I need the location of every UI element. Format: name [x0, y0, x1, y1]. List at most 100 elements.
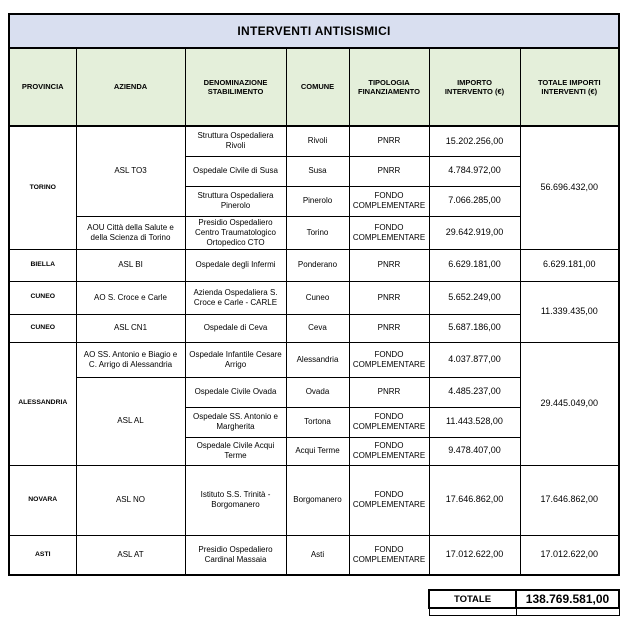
cell-totale-importi: 17.646.862,00	[519, 464, 620, 536]
empty-cell	[515, 607, 620, 616]
cell-comune: Ponderano	[285, 248, 350, 282]
totale-row: TOTALE 138.769.581,00	[428, 589, 620, 609]
cell-tipologia: PNRR	[348, 313, 430, 343]
cell-provincia: TORINO	[8, 125, 77, 250]
table-row: TORINO ASL TO3 Struttura Ospedaliera Riv…	[8, 125, 620, 250]
cell-denominazione: Ospedale degli Infermi	[184, 248, 287, 282]
cell-comune: Torino	[285, 215, 350, 250]
cell-azienda: ASL BI	[75, 248, 186, 282]
cell-comune: Rivoli	[285, 125, 350, 157]
empty-cell	[428, 607, 517, 616]
totale-label: TOTALE	[428, 589, 517, 609]
cell-importo: 9.478.407,00	[428, 436, 521, 466]
cell-denominazione: Ospedale Civile Acqui Terme	[184, 436, 287, 466]
cell-comune: Tortona	[285, 406, 350, 438]
interventi-antisismici-table: INTERVENTI ANTISISMICI PROVINCIA AZIENDA…	[8, 13, 621, 576]
cell-azienda: AOU Città della Salute e della Scienza d…	[75, 215, 186, 250]
cell-denominazione: Ospedale Infantile Cesare Arrigo	[184, 341, 287, 378]
cell-azienda: ASL AL	[75, 376, 186, 466]
cell-comune: Acqui Terme	[285, 436, 350, 466]
cell-denominazione: Istituto S.S. Trinità - Borgomanero	[184, 464, 287, 536]
cell-provincia: CUNEO	[8, 313, 77, 343]
cell-denominazione: Azienda Ospedaliera S. Croce e Carle - C…	[184, 280, 287, 315]
table-row: ALESSANDRIA AO SS. Antonio e Biagio e C.…	[8, 341, 620, 466]
cell-importo: 4.784.972,00	[428, 155, 521, 187]
table-header-row: PROVINCIA AZIENDA DENOMINAZIONE STABILIM…	[8, 47, 620, 127]
cell-tipologia: PNRR	[348, 125, 430, 157]
cell-importo: 29.642.919,00	[428, 215, 521, 250]
cell-provincia: NOVARA	[8, 464, 77, 536]
cell-totale-importi: 29.445.049,00	[519, 341, 620, 466]
cell-importo: 11.443.528,00	[428, 406, 521, 438]
cell-tipologia: PNRR	[348, 248, 430, 282]
cell-tipologia: PNRR	[348, 376, 430, 408]
cell-denominazione: Struttura Ospedaliera Rivoli	[184, 125, 287, 157]
cell-tipologia: PNRR	[348, 155, 430, 187]
cell-comune: Asti	[285, 534, 350, 576]
cell-importo: 7.066.285,00	[428, 185, 521, 217]
table-title: INTERVENTI ANTISISMICI	[8, 13, 620, 49]
cell-tipologia: FONDO COMPLEMENTARE	[348, 185, 430, 217]
cell-azienda: ASL CN1	[75, 313, 186, 343]
cell-tipologia: FONDO COMPLEMENTARE	[348, 215, 430, 250]
cell-totale-importi: 17.012.622,00	[519, 534, 620, 576]
table-row: CUNEO ASL CN1 Ospedale di Ceva Ceva PNRR…	[8, 313, 619, 343]
cell-importo: 5.652.249,00	[428, 280, 521, 315]
cell-tipologia: FONDO COMPLEMENTARE	[348, 464, 430, 536]
cell-comune: Pinerolo	[285, 185, 350, 217]
col-header-importo: IMPORTO INTERVENTO (€)	[428, 47, 521, 127]
cell-tipologia: PNRR	[348, 280, 430, 315]
cell-comune: Ceva	[285, 313, 350, 343]
cell-comune: Susa	[285, 155, 350, 187]
table-title-row: INTERVENTI ANTISISMICI	[8, 13, 620, 49]
table-row: Ospedale Civile Acqui Terme Acqui Terme …	[9, 436, 619, 466]
cell-provincia: BIELLA	[8, 248, 77, 282]
cell-importo: 5.687.186,00	[428, 313, 521, 343]
table-row: BIELLA ASL BI Ospedale degli Infermi Pon…	[8, 248, 620, 282]
cell-denominazione: Presidio Ospedaliero Centro Traumatologi…	[184, 215, 287, 250]
cell-importo: 15.202.256,00	[428, 125, 521, 157]
cell-comune: Cuneo	[285, 280, 350, 315]
col-header-tipologia: TIPOLOGIA FINANZIAMENTO	[348, 47, 430, 127]
cell-tipologia: FONDO COMPLEMENTARE	[348, 534, 430, 576]
cell-importo: 4.485.237,00	[428, 376, 521, 408]
cell-denominazione: Struttura Ospedaliera Pinerolo	[184, 185, 287, 217]
cell-comune: Alessandria	[285, 341, 350, 378]
cell-azienda: ASL AT	[75, 534, 186, 576]
table-row: CUNEO AO S. Croce e Carle Azienda Ospeda…	[8, 280, 620, 343]
table-row: Ospedale SS. Antonio e Margherita Torton…	[9, 406, 619, 438]
cell-provincia: CUNEO	[8, 280, 77, 315]
totale-value: 138.769.581,00	[515, 589, 620, 609]
table-row: Ospedale Civile di Susa Susa PNRR 4.784.…	[9, 155, 619, 187]
cell-denominazione: Ospedale Civile Ovada	[184, 376, 287, 408]
col-header-denominazione: DENOMINAZIONE STABILIMENTO	[184, 47, 287, 127]
cell-totale-importi: 11.339.435,00	[519, 280, 620, 343]
cell-azienda: AO SS. Antonio e Biagio e C. Arrigo di A…	[75, 341, 186, 378]
cell-denominazione: Ospedale di Ceva	[184, 313, 287, 343]
cell-importo: 17.012.622,00	[428, 534, 521, 576]
cell-provincia: ALESSANDRIA	[8, 341, 77, 466]
cell-tipologia: FONDO COMPLEMENTARE	[348, 341, 430, 378]
cell-totale-importi: 6.629.181,00	[519, 248, 620, 282]
cell-denominazione: Ospedale SS. Antonio e Margherita	[184, 406, 287, 438]
col-header-azienda: AZIENDA	[75, 47, 186, 127]
table-row: ASTI ASL AT Presidio Ospedaliero Cardina…	[8, 534, 620, 576]
cell-totale-importi: 56.696.432,00	[519, 125, 620, 250]
col-header-comune: COMUNE	[285, 47, 350, 127]
table-row: NOVARA ASL NO Istituto S.S. Trinità - Bo…	[8, 464, 620, 536]
cell-tipologia: FONDO COMPLEMENTARE	[348, 436, 430, 466]
col-header-provincia: PROVINCIA	[8, 47, 77, 127]
cell-denominazione: Presidio Ospedaliero Cardinal Massaia	[184, 534, 287, 576]
cell-tipologia: FONDO COMPLEMENTARE	[348, 406, 430, 438]
cell-importo: 6.629.181,00	[428, 248, 521, 282]
cell-azienda: ASL NO	[75, 464, 186, 536]
col-header-totale: TOTALE IMPORTI INTERVENTI (€)	[519, 47, 620, 127]
totale-summary-table: TOTALE 138.769.581,00	[428, 589, 620, 616]
cell-importo: 4.037.877,00	[428, 341, 521, 378]
empty-grid-row	[428, 607, 620, 616]
cell-provincia: ASTI	[8, 534, 77, 576]
cell-importo: 17.646.862,00	[428, 464, 521, 536]
cell-azienda: ASL TO3	[75, 125, 186, 217]
table-row: ASL AL Ospedale Civile Ovada Ovada PNRR …	[9, 376, 619, 466]
cell-comune: Borgomanero	[285, 464, 350, 536]
